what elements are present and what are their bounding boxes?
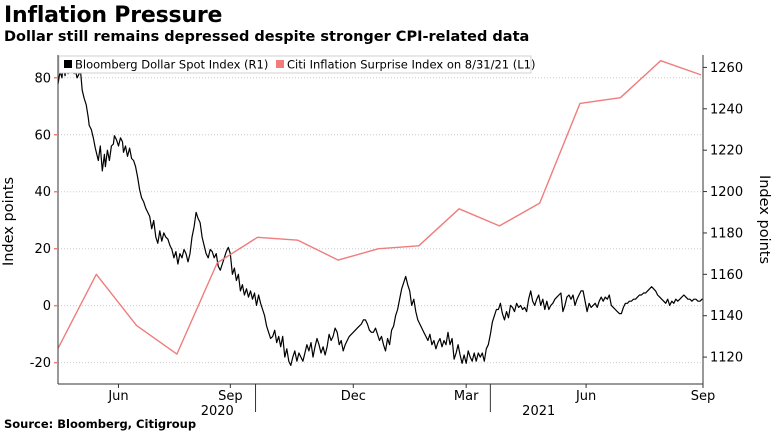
month-tick-label: Jun xyxy=(575,389,596,404)
right-axis-label: Index points xyxy=(756,175,772,264)
right-tick-label: 1120 xyxy=(710,351,743,366)
right-tick-label: 1160 xyxy=(710,268,743,283)
legend-label-citi: Citi Inflation Surprise Index on 8/31/21… xyxy=(287,58,535,72)
month-tick-label: Mar xyxy=(454,389,479,404)
legend-box xyxy=(58,55,532,74)
left-tick-label: 0 xyxy=(43,299,51,314)
right-tick-label: 1240 xyxy=(710,102,743,117)
source-note: Source: Bloomberg, Citigroup xyxy=(4,417,197,431)
month-tick-label: Sep xyxy=(691,389,716,404)
citi-inflation-line xyxy=(57,60,702,355)
year-label: 2021 xyxy=(522,404,555,419)
month-tick-label: Dec xyxy=(341,389,366,404)
dollar-index-line xyxy=(57,60,703,366)
right-tick-label: 1180 xyxy=(710,226,743,241)
left-tick-label: 80 xyxy=(34,71,51,86)
legend-label-dollar: Bloomberg Dollar Spot Index (R1) xyxy=(75,58,268,72)
month-tick-label: Jun xyxy=(107,389,128,404)
legend-swatch-dollar xyxy=(64,60,72,68)
left-tick-label: 40 xyxy=(34,185,51,200)
left-tick-label: 20 xyxy=(34,242,51,257)
left-tick-label: -20 xyxy=(30,356,51,371)
year-label: 2020 xyxy=(201,404,234,419)
right-tick-label: 1260 xyxy=(710,61,743,76)
left-tick-label: 60 xyxy=(34,128,51,143)
chart-subtitle: Dollar still remains depressed despite s… xyxy=(4,29,530,45)
axes: -20 0 20 40 60 80 Index points 1120 1140 1160 1180… xyxy=(1,55,772,419)
right-tick-label: 1140 xyxy=(710,309,743,324)
plot-area xyxy=(57,60,703,366)
left-axis-label: Index points xyxy=(1,177,17,266)
month-tick-label: Sep xyxy=(218,389,243,404)
gridlines xyxy=(58,77,703,364)
legend: Bloomberg Dollar Spot Index (R1) Citi Inf… xyxy=(58,55,535,74)
right-tick-label: 1220 xyxy=(710,144,743,159)
chart-title: Inflation Pressure xyxy=(4,3,223,28)
right-tick-label: 1200 xyxy=(710,185,743,200)
legend-swatch-citi xyxy=(276,60,284,68)
